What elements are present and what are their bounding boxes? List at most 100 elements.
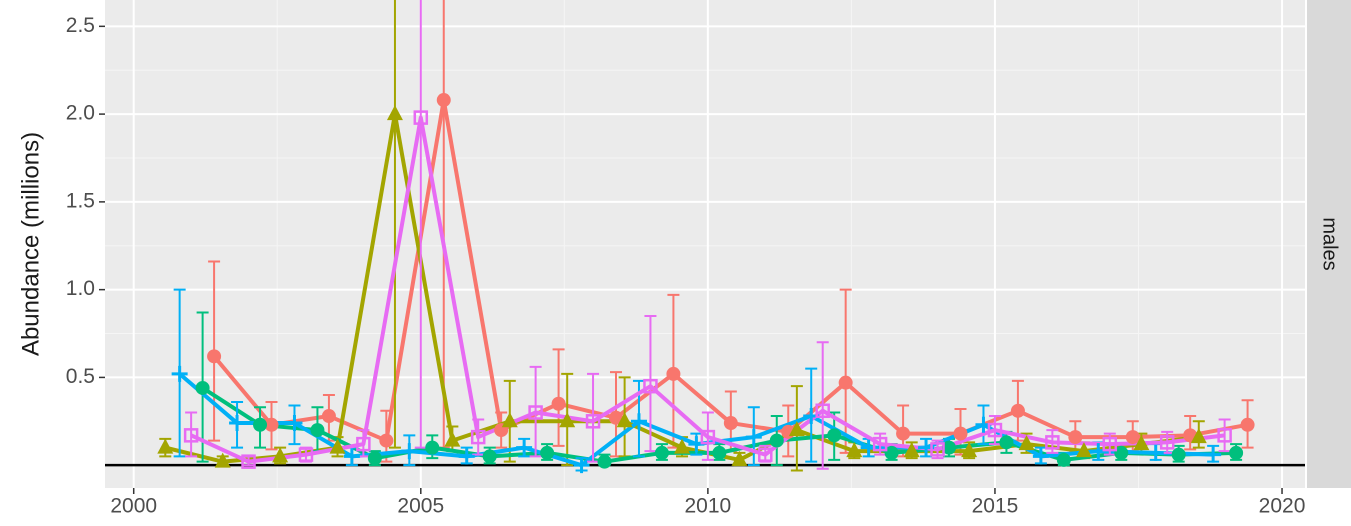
point [827, 428, 842, 443]
point [343, 448, 360, 465]
point [769, 433, 784, 448]
point [815, 403, 830, 419]
x-tick-label: 2015 [972, 495, 1019, 518]
point [413, 110, 429, 125]
x-tick-label: 2010 [685, 495, 732, 518]
plot-area [105, 0, 1305, 474]
point [436, 93, 451, 108]
point [195, 380, 210, 395]
point [501, 412, 518, 428]
point [482, 449, 497, 464]
point [700, 429, 716, 445]
x-tick-label: 2005 [397, 495, 444, 518]
point [1159, 435, 1175, 450]
point [1229, 445, 1244, 460]
point [788, 421, 805, 437]
y-axis-title: Abundance (millions) [17, 132, 44, 356]
point [298, 447, 314, 462]
point [367, 451, 382, 466]
error-bar [388, 0, 401, 449]
point [559, 412, 576, 428]
point [425, 440, 440, 455]
point [241, 454, 256, 469]
point [157, 438, 174, 454]
facet-strip [1307, 0, 1351, 488]
error-bar [414, 0, 427, 449]
point [386, 105, 403, 121]
x-tick-label: 2000 [110, 495, 157, 518]
series-line [190, 115, 1225, 464]
y-tick-label: 1.5 [66, 189, 95, 212]
point [597, 454, 612, 469]
point [758, 447, 773, 462]
point [872, 436, 888, 452]
point [999, 435, 1014, 450]
point [666, 366, 681, 381]
error-bar [1218, 418, 1231, 453]
point [961, 442, 978, 458]
point [942, 440, 957, 455]
point [585, 414, 601, 429]
y-tick-label: 0.5 [66, 365, 95, 388]
point [616, 412, 633, 428]
point [884, 445, 899, 460]
point [903, 442, 920, 458]
point [214, 452, 231, 468]
point [253, 417, 268, 432]
point [712, 445, 727, 460]
panel-background [105, 0, 1305, 488]
point [1190, 428, 1207, 444]
point [310, 423, 325, 438]
point [1171, 447, 1186, 462]
point [1133, 435, 1150, 451]
point [1114, 445, 1129, 460]
point [1102, 436, 1118, 452]
point [286, 415, 303, 432]
point [1056, 452, 1071, 467]
point [470, 429, 486, 445]
point [1217, 428, 1232, 443]
point [838, 375, 853, 390]
error-bar [644, 314, 657, 453]
point [643, 378, 658, 394]
point [379, 433, 394, 448]
point [674, 438, 691, 454]
point [540, 445, 555, 460]
point [930, 442, 945, 457]
point [745, 429, 762, 446]
point [444, 431, 461, 447]
point [609, 410, 624, 425]
point [1068, 430, 1083, 445]
point [1018, 435, 1035, 451]
point [207, 349, 222, 364]
point [1205, 446, 1222, 463]
point [1240, 417, 1255, 432]
y-tick-label: 2.0 [66, 102, 95, 125]
point [229, 415, 246, 432]
point [846, 442, 863, 458]
point [1010, 403, 1025, 418]
point [516, 439, 533, 456]
point [401, 443, 418, 460]
point [1075, 442, 1092, 458]
point [183, 428, 199, 443]
point [528, 405, 543, 420]
point [272, 447, 289, 463]
point [630, 413, 647, 430]
y-tick-label: 1.0 [66, 277, 95, 300]
point [1125, 430, 1140, 445]
point [551, 396, 566, 411]
point [573, 457, 590, 474]
point [264, 417, 279, 432]
point [171, 365, 188, 382]
point [458, 448, 475, 465]
point [1147, 444, 1164, 461]
point [1032, 448, 1049, 465]
point [1045, 435, 1060, 450]
axes: 0.5 1.0 1.5 2.0 2.5 2000 2005 2010 2015 2020 [66, 14, 1306, 518]
point [987, 422, 1003, 438]
point [321, 409, 336, 424]
point [896, 426, 911, 441]
